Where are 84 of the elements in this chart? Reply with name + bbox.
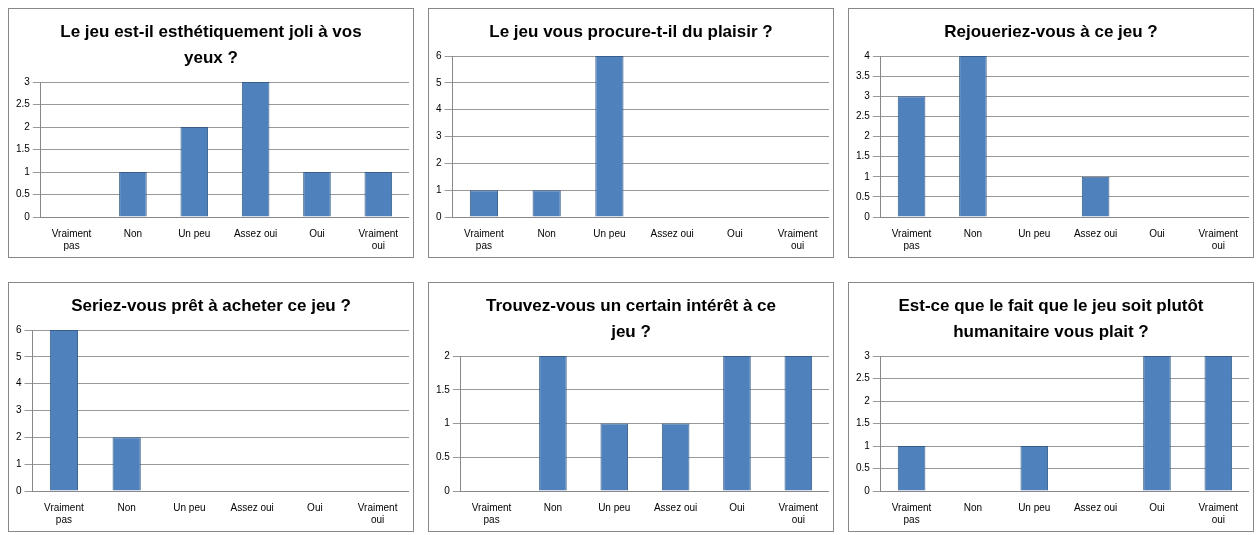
x-tick-label: Vraiment pas	[44, 501, 84, 525]
x-tick-label: Vraiment pas	[471, 501, 512, 525]
x-tick-label: Non	[963, 501, 983, 513]
y-tick-label: 0.5	[16, 188, 31, 200]
y-tick-label: 1.5	[856, 150, 871, 162]
y-tick-label: 2.5	[856, 110, 871, 122]
y-tick-label: 2	[16, 431, 22, 443]
x-tick-label: Assez oui	[650, 227, 694, 239]
x-tick-label: Non	[117, 501, 136, 513]
y-tick-label: 4	[864, 49, 871, 61]
y-tick-label: 1	[436, 183, 442, 195]
y-tick-label: 1.5	[436, 383, 451, 395]
x-tick-label: Un peu	[593, 227, 626, 239]
y-tick-label: 1.5	[856, 417, 871, 429]
x-tick-label: Oui	[727, 227, 743, 239]
y-tick-label: 1	[864, 170, 871, 182]
y-tick-label: 2.5	[16, 98, 31, 110]
x-tick-label: Vraiment oui	[777, 227, 818, 251]
y-tick-label: 6	[436, 49, 442, 61]
y-tick-label: 2	[436, 157, 442, 169]
y-tick-label: 3	[436, 130, 442, 142]
x-tick-label: Non	[963, 227, 983, 239]
y-tick-label: 3	[864, 349, 871, 361]
y-tick-label: 1.5	[16, 143, 31, 155]
y-tick-label: 0	[16, 484, 22, 496]
y-tick-label: 2	[864, 130, 871, 142]
y-tick-label: 6	[16, 323, 22, 335]
x-tick-label: Vraiment pas	[891, 501, 932, 525]
y-tick-label: 1	[16, 457, 22, 469]
y-tick-label: 0	[864, 210, 871, 222]
chart-title: Seriez-vous prêt à acheter ce jeu ?	[70, 295, 352, 317]
x-tick-label: Non	[123, 227, 143, 239]
x-tick-label: Oui	[1149, 227, 1165, 239]
y-tick-label: 0.5	[856, 462, 871, 474]
x-tick-label: Oui	[307, 501, 323, 513]
chart-title: Le jeu vous procure-t-il du plaisir ?	[488, 21, 774, 43]
chart-title: Est-ce que le fait que le jeu soit plutôt humanitaire vous plait ?	[897, 295, 1205, 343]
y-tick-label: 1	[444, 417, 451, 429]
x-tick-label: Assez oui	[1073, 501, 1118, 513]
y-tick-label: 0	[444, 484, 451, 496]
x-tick-label: Oui	[309, 227, 325, 239]
x-tick-label: Vraiment oui	[1198, 501, 1239, 525]
x-tick-label: Oui	[729, 501, 745, 513]
x-tick-label: Assez oui	[1073, 227, 1118, 239]
y-tick-label: 1	[864, 439, 871, 451]
x-tick-label: Assez oui	[653, 501, 698, 513]
chart-title: Rejoueriez-vous à ce jeu ?	[943, 21, 1159, 43]
y-tick-label: 3.5	[856, 69, 871, 81]
y-tick-label: 0	[864, 484, 871, 496]
x-tick-label: Vraiment oui	[357, 501, 398, 525]
x-tick-label: Vraiment pas	[51, 227, 92, 251]
y-tick-label: 4	[16, 377, 22, 389]
y-tick-label: 0.5	[436, 451, 451, 462]
y-tick-label: 0.5	[856, 190, 871, 202]
y-tick-label: 0	[24, 210, 31, 222]
x-tick-label: Un peu	[598, 501, 631, 513]
chart-title: Trouvez-vous un certain intérêt à ce jeu ?	[485, 295, 777, 343]
y-tick-label: 3	[24, 75, 31, 87]
x-tick-label: Assez oui	[233, 227, 278, 239]
y-tick-label: 2.5	[856, 372, 871, 384]
x-tick-label: Vraiment oui	[1198, 227, 1239, 251]
y-tick-label: 2	[24, 120, 31, 132]
x-tick-label: Un peu	[173, 501, 206, 513]
y-tick-label: 5	[436, 76, 442, 88]
x-tick-label: Un peu	[1018, 501, 1051, 513]
x-tick-label: Vraiment pas	[891, 227, 932, 251]
x-tick-label: Vraiment oui	[358, 227, 399, 251]
y-tick-label: 3	[16, 404, 22, 416]
y-tick-label: 2	[864, 394, 871, 406]
x-tick-label: Vraiment pas	[464, 227, 504, 251]
x-tick-label: Un peu	[1018, 227, 1051, 239]
x-tick-label: Non	[543, 501, 563, 513]
y-tick-label: 2	[444, 349, 451, 361]
x-tick-label: Vraiment oui	[778, 501, 819, 525]
x-tick-label: Non	[537, 227, 556, 239]
x-tick-label: Un peu	[178, 227, 211, 239]
y-tick-label: 4	[436, 103, 442, 115]
y-tick-label: 1	[24, 165, 31, 177]
y-tick-label: 5	[16, 350, 22, 362]
y-tick-label: 3	[864, 90, 871, 101]
y-tick-label: 0	[436, 210, 442, 222]
chart-title: Le jeu est-il esthétiquement joli à vos yeux ?	[59, 21, 363, 69]
x-tick-label: Assez oui	[230, 501, 274, 513]
x-tick-label: Oui	[1149, 501, 1165, 513]
